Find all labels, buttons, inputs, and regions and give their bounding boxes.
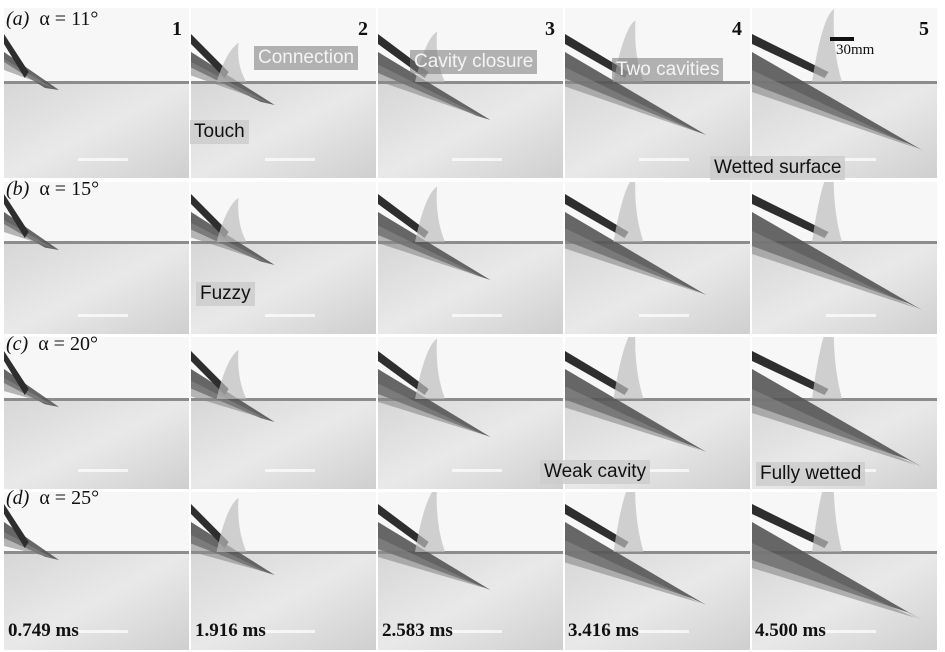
annotation-fuzzy: Fuzzy xyxy=(196,282,255,306)
row-label-d: (d) α = 25° xyxy=(6,487,100,509)
frame-r3-c4 xyxy=(565,337,750,489)
alpha-value-b: α = 15° xyxy=(39,178,100,200)
frame-r1-c5 xyxy=(752,8,937,178)
row-label-a: (a) α = 11° xyxy=(6,8,99,30)
frame-r4-c5 xyxy=(752,492,937,650)
frame-r3-c2 xyxy=(191,337,376,489)
scale-bar xyxy=(830,37,854,41)
frame-r2-c4 xyxy=(565,182,750,334)
frame-r2-c3 xyxy=(378,182,563,334)
annotation-wetted-surface: Wetted surface xyxy=(710,156,846,180)
scale-label: 30mm xyxy=(836,42,875,58)
annotation-weak-cavity: Weak cavity xyxy=(540,460,651,484)
annotation-two-cavities: Two cavities xyxy=(612,58,724,82)
time-stamp-5: 4.500 ms xyxy=(755,620,826,641)
row-label-b: (b) α = 15° xyxy=(6,178,100,200)
alpha-value-c: α = 20° xyxy=(38,333,98,355)
column-number-4: 4 xyxy=(732,18,742,40)
frame-r1-c2 xyxy=(191,8,376,178)
frame-r4-c2 xyxy=(191,492,376,650)
annotation-touch: Touch xyxy=(190,120,249,144)
frame-r1-c3 xyxy=(378,8,563,178)
column-number-5: 5 xyxy=(919,18,929,40)
frame-r3-c1 xyxy=(4,337,189,489)
column-number-1: 1 xyxy=(172,18,182,40)
frame-r1-c4 xyxy=(565,8,750,178)
alpha-value-a: α = 11° xyxy=(39,8,99,30)
frame-r4-c4 xyxy=(565,492,750,650)
column-number-3: 3 xyxy=(545,18,555,40)
frame-r1-c1 xyxy=(4,8,189,178)
row-label-c: (c) α = 20° xyxy=(6,333,98,355)
frame-r2-c1 xyxy=(4,182,189,334)
frame-r2-c2 xyxy=(191,182,376,334)
time-stamp-4: 3.416 ms xyxy=(568,620,639,641)
frame-r3-c5 xyxy=(752,337,937,489)
annotation-connection: Connection xyxy=(254,46,359,70)
time-stamp-2: 1.916 ms xyxy=(195,620,266,641)
time-stamp-1: 0.749 ms xyxy=(8,620,79,641)
frame-r4-c3 xyxy=(378,492,563,650)
annotation-fully-wetted: Fully wetted xyxy=(756,462,866,486)
time-stamp-3: 2.583 ms xyxy=(382,620,453,641)
column-number-2: 2 xyxy=(358,18,368,40)
frame-r3-c3 xyxy=(378,337,563,489)
annotation-cavity-closure: Cavity closure xyxy=(410,50,538,74)
frame-r2-c5 xyxy=(752,182,937,334)
alpha-value-d: α = 25° xyxy=(39,487,100,509)
frame-r4-c1 xyxy=(4,492,189,650)
